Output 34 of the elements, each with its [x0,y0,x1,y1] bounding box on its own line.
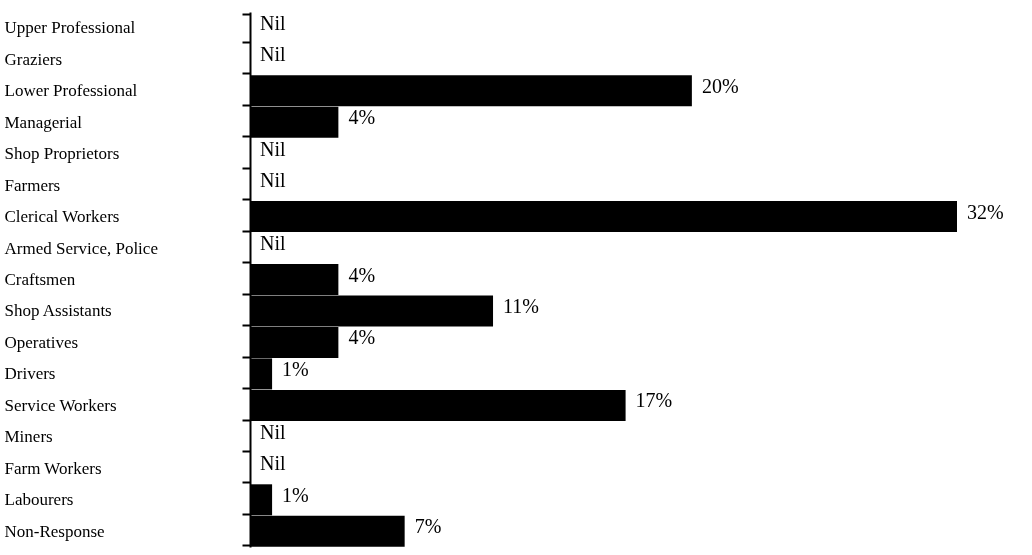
data-label: 1% [282,483,309,506]
y-tick-label: Craftsmen [4,270,76,289]
y-tick-label: Non-Response [4,521,105,541]
data-label: Nil [260,232,286,255]
data-label: Nil [260,11,286,34]
y-tick-label: Shop Assistants [4,301,112,321]
data-label: Nil [260,452,286,475]
data-label: 4% [348,106,376,129]
y-tick-label: Managerial [4,112,83,132]
data-label: Nil [260,43,286,66]
y-tick-label: Labourers [4,490,74,510]
data-label: 32% [967,200,1004,223]
data-label: 11% [503,294,539,317]
y-tick-label: Miners [4,427,53,447]
y-tick-label: Drivers [4,364,56,384]
data-label: Nil [260,137,286,160]
data-label: 20% [701,74,739,97]
data-label: 4% [348,263,376,286]
data-label: Nil [260,169,286,192]
y-tick-label: Farm Workers [4,458,102,478]
y-tick-label: Service Workers [4,395,117,415]
data-label: 17% [635,389,673,412]
y-tick-label: Upper Professional [4,18,136,38]
data-label: Nil [260,420,286,443]
y-tick-label: Operatives [4,332,79,352]
y-tick-label: Clerical Workers [4,207,120,227]
data-label: 7% [414,515,442,538]
y-tick-label: Shop Proprietors [4,144,120,164]
y-tick-label: Lower Professional [4,81,138,101]
data-label: 1% [282,357,309,380]
y-tick-label: Farmers [4,175,61,195]
y-tick-label: Armed Service, Police [4,238,158,258]
data-label: 4% [348,326,376,349]
y-tick-label: Graziers [4,49,63,69]
